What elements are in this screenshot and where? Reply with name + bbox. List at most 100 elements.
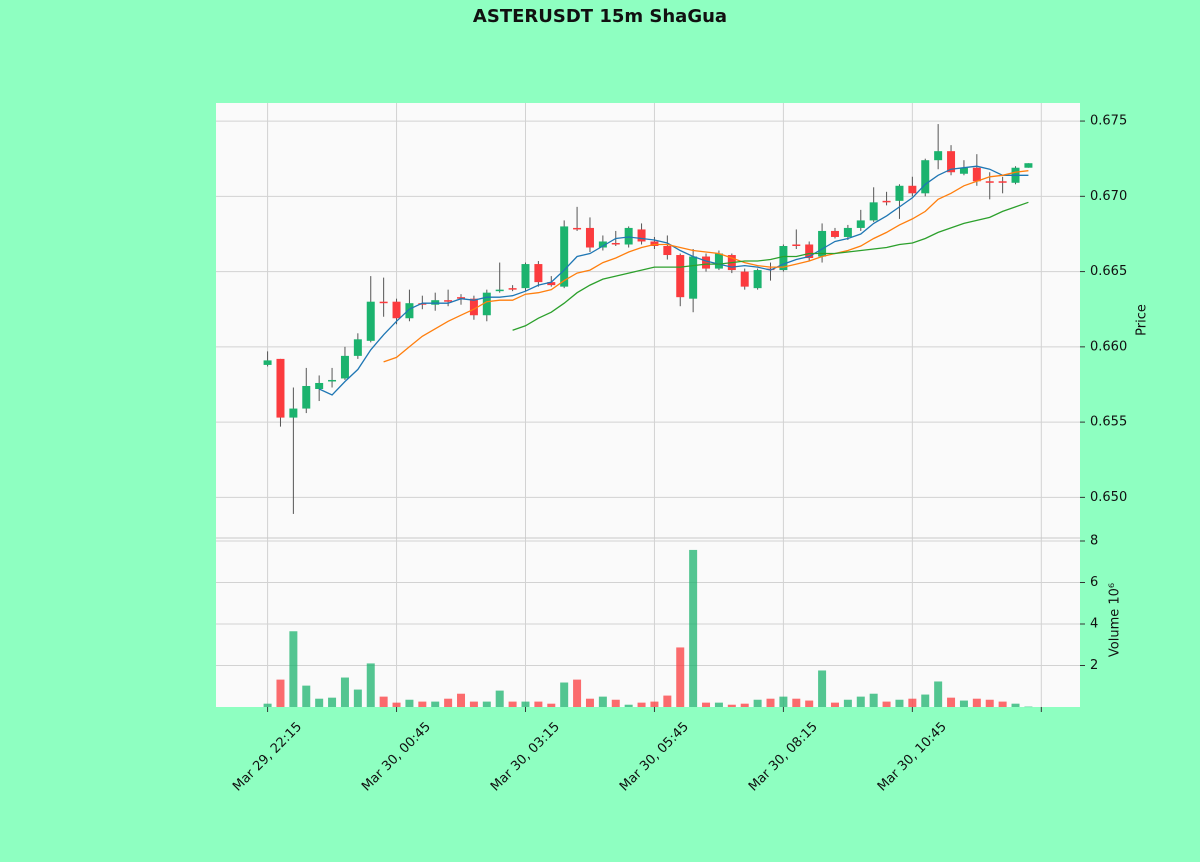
volume-bar [856, 696, 865, 707]
volume-tick-label: 8 [1090, 534, 1098, 549]
candle-body [315, 382, 324, 389]
candle-body [830, 230, 839, 237]
candle-body [766, 268, 775, 271]
volume-bar [328, 697, 337, 707]
candle-body [637, 229, 646, 242]
candle-body [340, 355, 349, 379]
candle-body [947, 151, 956, 173]
candle-body [985, 181, 994, 183]
volume-bar [431, 701, 440, 707]
price-axis-label: Price [1135, 304, 1150, 336]
volume-bar [444, 698, 453, 707]
candle-body [714, 253, 723, 269]
volume-bar [418, 701, 427, 707]
volume-bar [805, 700, 814, 707]
candle-body [998, 181, 1007, 183]
candle-body [624, 227, 633, 245]
volume-bar [276, 679, 285, 707]
candle-body [676, 255, 685, 298]
volume-bar [495, 690, 504, 707]
volume-bar [702, 702, 711, 707]
candle-body [560, 226, 569, 287]
candle-body [289, 408, 298, 418]
candle-body [882, 200, 891, 203]
candle-body [379, 301, 388, 304]
candle-body [328, 379, 337, 382]
x-tick-label: Mar 29, 22:15 [230, 720, 305, 795]
candle-body [353, 339, 362, 356]
volume-tick-label: 4 [1090, 617, 1098, 632]
candle-body [457, 297, 466, 299]
volume-bar [624, 704, 633, 707]
volume-bar [908, 698, 917, 707]
volume-bar [469, 701, 478, 707]
volume-bar [959, 700, 968, 707]
candle-body [818, 230, 827, 257]
volume-axis-label: Volume 10⁶ [1108, 583, 1123, 657]
y-tick-label: 0.675 [1090, 114, 1127, 129]
candle-body [805, 244, 814, 259]
volume-bar [392, 702, 401, 707]
candle-body [934, 151, 943, 161]
candle-body [418, 303, 427, 305]
volume-bar [366, 663, 375, 707]
candle-body [895, 185, 904, 201]
candle-body [972, 167, 981, 182]
candle-body [792, 244, 801, 246]
volume-bar [934, 681, 943, 707]
candle-body [856, 220, 865, 228]
y-tick-label: 0.660 [1090, 339, 1127, 354]
volume-bar [779, 696, 788, 707]
candle-body [392, 301, 401, 319]
candle-body [650, 241, 659, 246]
candle-body [366, 301, 375, 341]
x-tick-label: Mar 30, 03:15 [488, 720, 563, 795]
volume-tick-label: 2 [1090, 658, 1098, 673]
volume-bar [379, 696, 388, 707]
volume-bar [985, 699, 994, 707]
candle-body [276, 358, 285, 418]
volume-bar [972, 698, 981, 707]
candle-body [959, 167, 968, 174]
volume-bar [766, 698, 775, 707]
candle-body [921, 160, 930, 194]
candle-body [547, 282, 556, 286]
volume-bar [740, 703, 749, 707]
candle-body [843, 227, 852, 237]
volume-bar [727, 704, 736, 707]
volume-bar [818, 670, 827, 707]
chart-title: ASTERUSDT 15m ShaGua [473, 6, 727, 27]
candle-body [431, 300, 440, 305]
candle-body [598, 241, 607, 248]
candle-body [740, 271, 749, 287]
candle-body [779, 245, 788, 271]
volume-bar [547, 703, 556, 707]
x-tick-label: Mar 30, 05:45 [617, 720, 692, 795]
volume-bar [585, 698, 594, 707]
volume-bar [1011, 703, 1020, 707]
candle-body [663, 245, 672, 256]
candle-body [702, 256, 711, 269]
candle-body [469, 298, 478, 316]
volume-bar [289, 631, 298, 707]
candle-body [585, 227, 594, 248]
volume-bar [508, 701, 517, 707]
volume-bar [830, 702, 839, 707]
moving-average-line [383, 170, 1029, 363]
moving-average-line [318, 165, 1029, 396]
volume-bar [457, 693, 466, 707]
volume-bar [869, 693, 878, 707]
volume-bar [689, 549, 698, 707]
volume-bar [353, 689, 362, 707]
volume-bar [598, 696, 607, 707]
moving-average-line [512, 201, 1029, 331]
volume-bar [405, 699, 414, 707]
candle-body [482, 292, 491, 316]
candle-body [405, 303, 414, 319]
volume-bar [315, 698, 324, 707]
candle-body [908, 185, 917, 194]
volume-bar [573, 679, 582, 707]
candle-body [508, 288, 517, 290]
candle-body [534, 264, 543, 283]
candle-body [1024, 163, 1033, 168]
